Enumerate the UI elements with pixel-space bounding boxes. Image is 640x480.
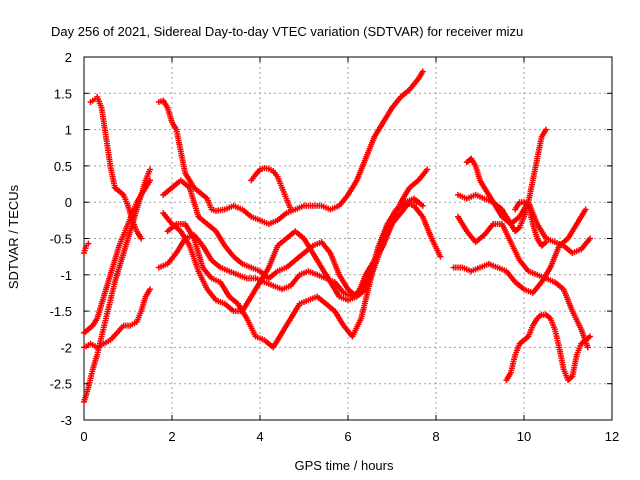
- y-tick-label: 0.5: [54, 159, 72, 174]
- axis-ticks: 0 2 4 6 8 10 12 -3 -2.5 -2 -1.5 -1 -0.5 0 0.5 1 1.5 2: [50, 50, 620, 444]
- series-s14: [455, 213, 591, 351]
- series-s10: [160, 199, 422, 315]
- series-s3: [81, 166, 153, 405]
- series-s6: [155, 68, 426, 227]
- x-tick-label: 4: [256, 429, 263, 444]
- y-tick-label: 1: [65, 123, 72, 138]
- series-s11: [248, 165, 294, 213]
- series-s16: [503, 311, 593, 384]
- series-s15: [463, 126, 549, 235]
- x-tick-label: 2: [168, 429, 175, 444]
- y-tick-label: -1: [60, 268, 72, 283]
- y-tick-label: 1.5: [54, 86, 72, 101]
- x-tick-label: 10: [517, 429, 531, 444]
- y-tick-label: -2.5: [50, 377, 72, 392]
- x-axis-label: GPS time / hours: [295, 458, 394, 473]
- y-tick-label: -0.5: [50, 232, 72, 247]
- x-tick-label: 6: [344, 429, 351, 444]
- x-tick-label: 12: [605, 429, 619, 444]
- y-tick-label: -1.5: [50, 304, 72, 319]
- data-series: [81, 68, 593, 405]
- series-s17: [512, 199, 549, 249]
- y-tick-label: -3: [60, 413, 72, 428]
- series-s5: [81, 286, 153, 351]
- grid: [84, 57, 612, 420]
- y-tick-label: 0: [65, 195, 72, 210]
- y-axis-label: SDTVAR / TECUs: [6, 184, 21, 289]
- x-tick-label: 8: [432, 429, 439, 444]
- y-tick-label: 2: [65, 50, 72, 65]
- chart-title: Day 256 of 2021, Sidereal Day-to-day VTE…: [51, 24, 523, 39]
- y-tick-label: -2: [60, 340, 72, 355]
- series-s4: [81, 177, 153, 336]
- x-tick-label: 0: [80, 429, 87, 444]
- series-s2: [81, 240, 92, 256]
